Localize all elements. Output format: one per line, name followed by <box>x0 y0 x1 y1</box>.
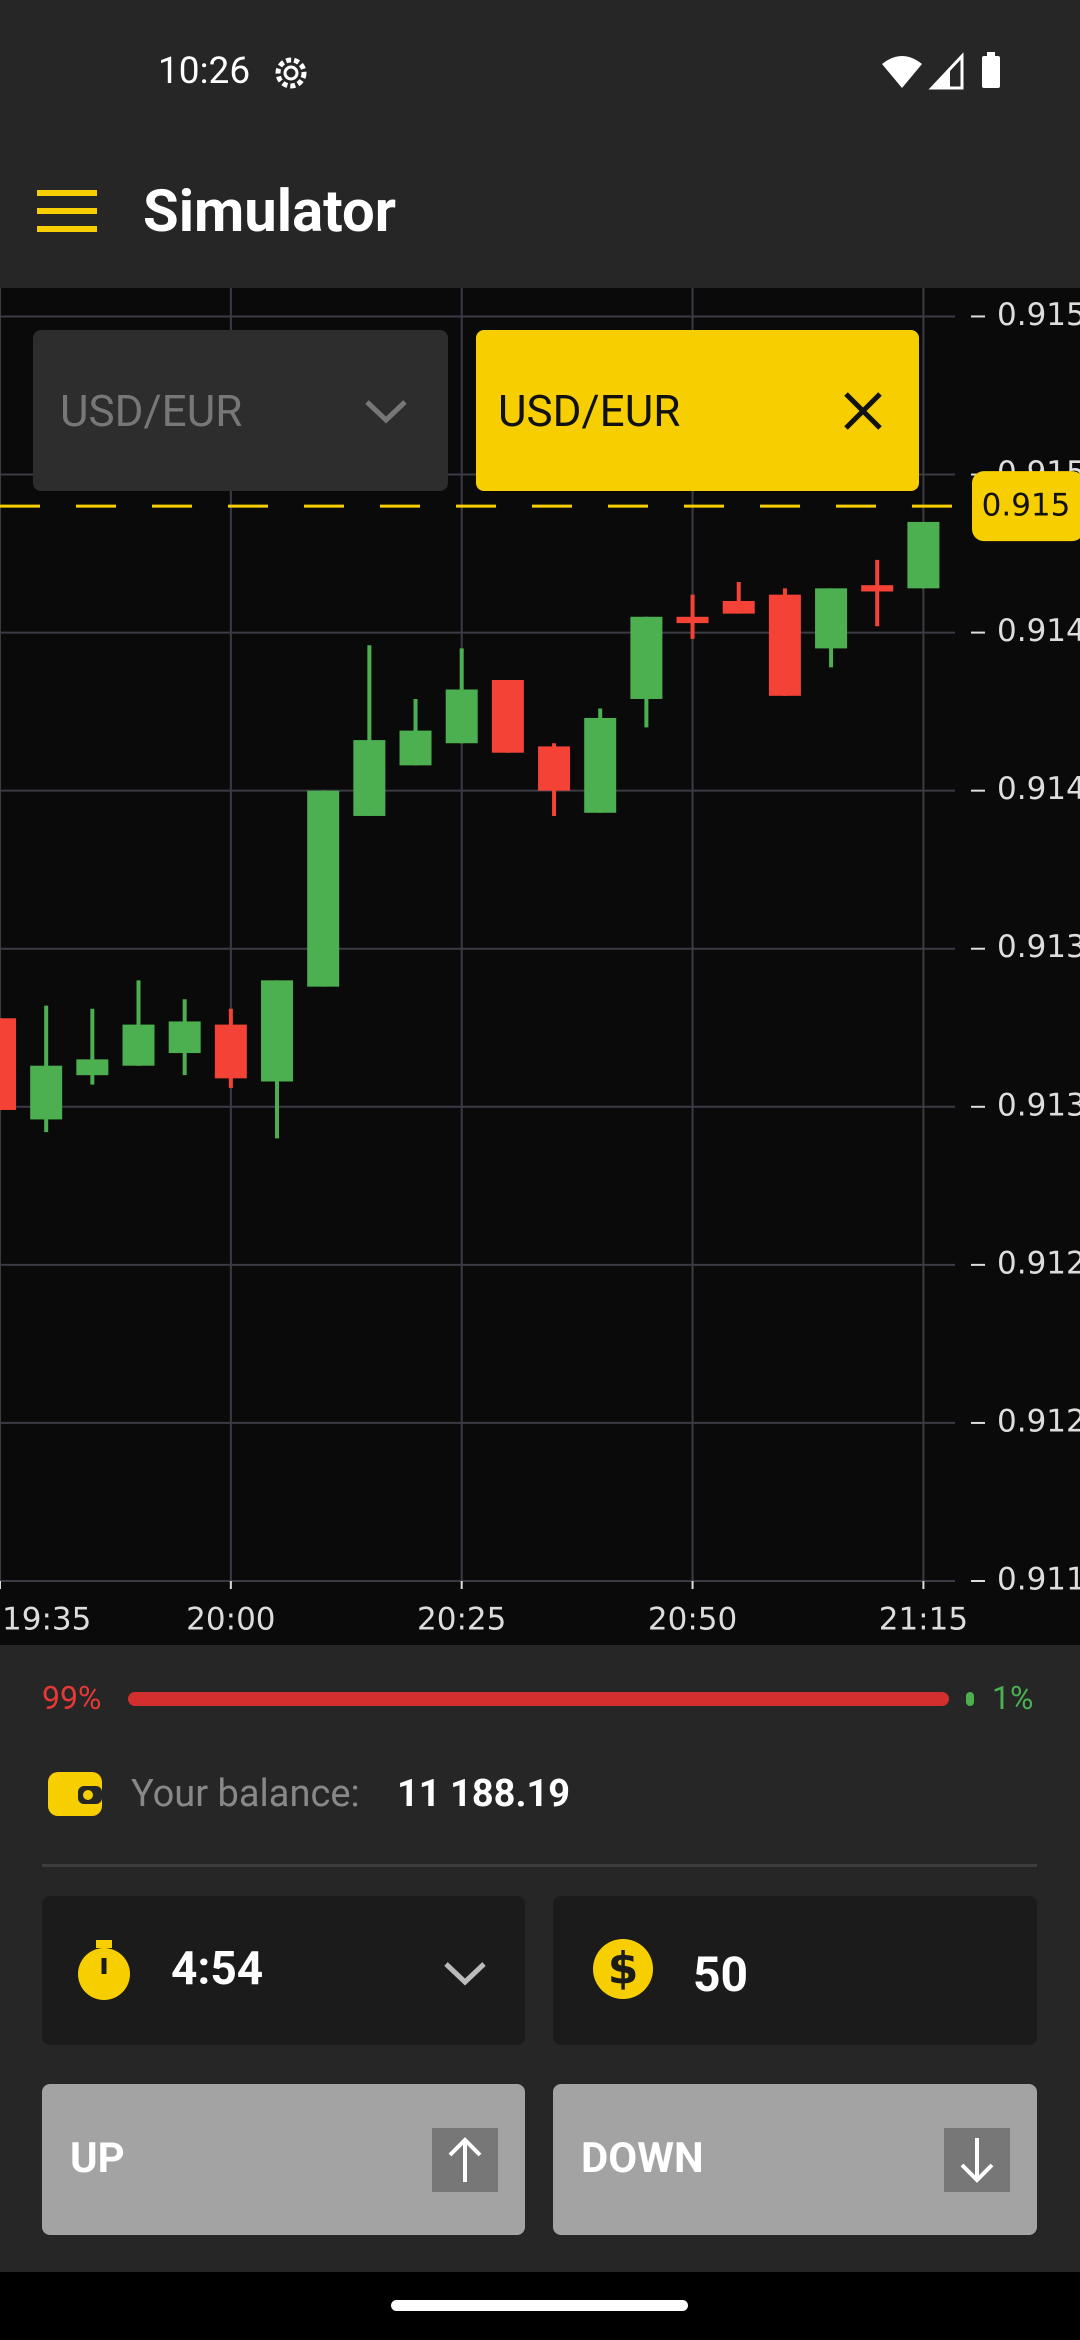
app-bar: Simulator <box>0 140 1080 288</box>
sentiment-bar <box>128 1692 949 1706</box>
x-tick-label: 21:15 <box>879 1602 968 1638</box>
y-tick-label: 0.914 <box>997 771 1080 807</box>
divider <box>42 1864 1037 1867</box>
candle-body <box>214 1024 247 1079</box>
close-pair-button[interactable] <box>842 390 884 432</box>
active-pair-tab[interactable]: USD/EUR <box>476 330 919 491</box>
down-arrow <box>944 2128 1010 2192</box>
dropdown-arrow <box>365 400 407 424</box>
down-label: DOWN <box>581 2134 704 2183</box>
clock: 10:26 <box>158 50 251 93</box>
y-tick-label: 0.912 <box>997 1403 1080 1439</box>
timer-dropdown[interactable]: 4:54 <box>42 1896 525 2045</box>
y-tick-label: 0.913 <box>997 929 1080 965</box>
y-tick-label: 0.914 <box>997 613 1080 649</box>
up-button[interactable]: UP <box>42 2084 525 2235</box>
dropdown-arrow <box>444 1962 486 1986</box>
x-tick-label: 19:35 <box>2 1602 91 1638</box>
y-tick-label: 0.912 <box>997 1245 1080 1281</box>
candle-body <box>815 588 848 649</box>
candle-body <box>30 1065 63 1120</box>
status-icons <box>882 52 1000 90</box>
pair-label: USD/EUR <box>60 385 243 437</box>
svg-text:$: $ <box>608 1943 639 1994</box>
menu-button[interactable] <box>37 188 99 234</box>
pair-dropdown[interactable]: USD/EUR <box>33 330 448 491</box>
balance-label: Your balance: <box>131 1772 360 1816</box>
candle-body <box>399 730 432 766</box>
amount-input[interactable]: $ 50 <box>553 1896 1037 2045</box>
up-arrow <box>432 2128 498 2192</box>
balance-value: 11 188.19 <box>397 1772 571 1816</box>
sentiment-bar-up <box>966 1692 974 1706</box>
up-label: UP <box>70 2134 125 2183</box>
sentiment-up: 1% <box>992 1679 1034 1717</box>
candle-body <box>445 689 478 744</box>
active-pair-label: USD/EUR <box>498 385 681 437</box>
candle-body <box>676 616 709 624</box>
candle-body <box>768 594 801 696</box>
candle-body <box>861 585 894 592</box>
timer-icon <box>78 1940 130 2000</box>
x-tick-label: 20:00 <box>186 1602 275 1638</box>
current-price-tag <box>972 471 1080 542</box>
amount-value: 50 <box>693 1946 749 2003</box>
candle-body <box>353 740 386 816</box>
dollar-icon: $ <box>593 1939 653 1999</box>
x-tick-label: 20:25 <box>417 1602 506 1638</box>
y-tick-label: 0.915 <box>997 297 1080 333</box>
y-tick-label: 0.911 <box>997 1562 1080 1598</box>
chart: 0.915 0.915 0.914 0.914 0.913 0.913 0.912 0.912… <box>0 288 1080 1645</box>
home-handle[interactable] <box>391 2300 688 2311</box>
current-price-label: 0.915 <box>982 488 1071 524</box>
status-bar: 10:26 <box>0 0 1080 140</box>
candle-body <box>538 746 571 791</box>
candle-body <box>907 521 940 589</box>
sentiment-down: 99% <box>42 1679 102 1717</box>
candle-body <box>307 790 340 987</box>
candle-body <box>168 1021 201 1054</box>
candle-body <box>630 616 663 699</box>
timer-value: 4:54 <box>171 1942 264 1996</box>
candle-body <box>122 1024 155 1066</box>
candle-body <box>0 1018 16 1110</box>
y-tick-label: 0.913 <box>997 1087 1080 1123</box>
down-button[interactable]: DOWN <box>553 2084 1037 2235</box>
settings-icon <box>275 57 307 89</box>
nav-bar <box>0 2272 1080 2340</box>
x-tick-label: 20:50 <box>648 1602 737 1638</box>
candle-body <box>584 717 617 813</box>
app-title: Simulator <box>143 178 397 246</box>
candle-body <box>491 680 524 753</box>
candle-body <box>261 980 294 1082</box>
candle-body <box>76 1059 109 1076</box>
wallet-icon <box>48 1772 102 1816</box>
candle-body <box>722 600 755 614</box>
